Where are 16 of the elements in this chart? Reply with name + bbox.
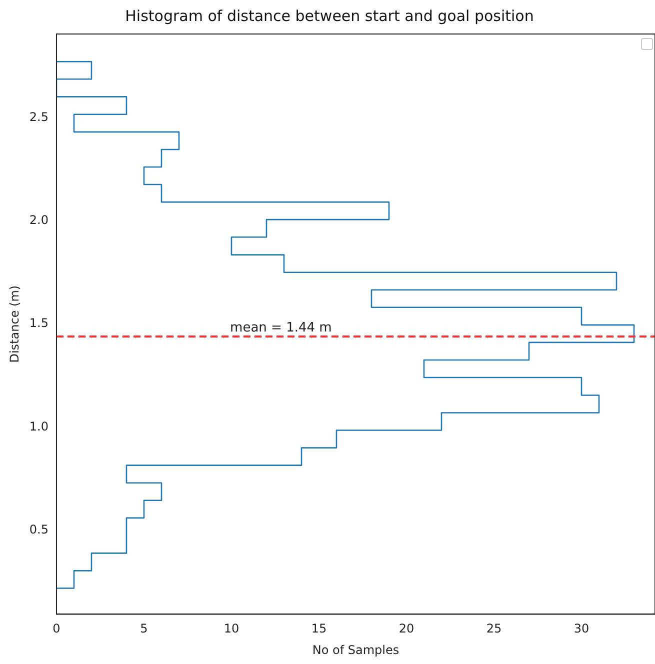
x-tick-label: 15 bbox=[311, 622, 327, 636]
ref-line-label: mean = 1.44 m bbox=[230, 320, 332, 336]
y-tick-label: 2.5 bbox=[29, 110, 48, 124]
y-tick-label: 2.0 bbox=[29, 213, 48, 228]
x-tick-label: 30 bbox=[574, 622, 590, 636]
x-tick-label: 0 bbox=[52, 622, 60, 636]
x-tick-label: 10 bbox=[224, 622, 240, 636]
y-tick-label: 1.0 bbox=[29, 419, 48, 434]
x-tick-label: 20 bbox=[398, 622, 414, 636]
x-axis-title: No of Samples bbox=[312, 642, 400, 657]
chart-title: Histogram of distance between start and goal position bbox=[125, 6, 534, 25]
x-tick-label: 25 bbox=[486, 622, 502, 636]
y-tick-label: 0.5 bbox=[29, 522, 48, 536]
x-tick-label: 5 bbox=[140, 622, 148, 636]
y-tick-label: 1.5 bbox=[29, 316, 48, 330]
y-axis-title: Distance (m) bbox=[7, 285, 22, 363]
